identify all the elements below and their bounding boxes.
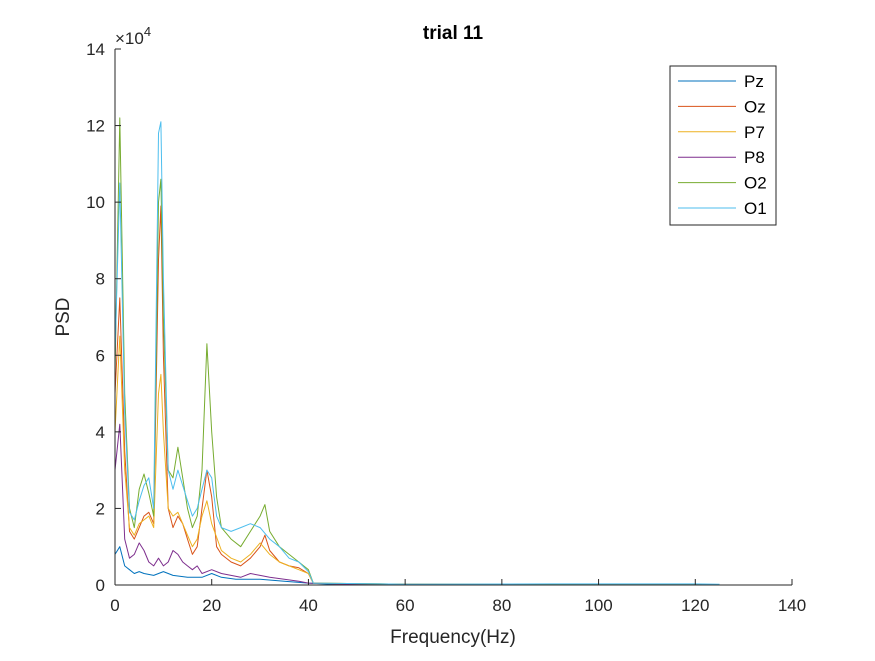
x-tick-label: 120: [681, 596, 709, 615]
chart-title: trial 11: [423, 23, 484, 44]
legend-items: Pz Oz P7 P8 O2 O1: [678, 72, 767, 218]
y-tick-label: 10: [86, 193, 105, 212]
y-tick-label: 4: [96, 423, 105, 442]
series-layer: [114, 117, 720, 586]
legend-label-o1: O1: [744, 199, 767, 218]
y-tick-label: 14: [86, 40, 105, 59]
x-tick-label: 40: [299, 596, 318, 615]
y-tick-label: 8: [96, 270, 105, 289]
legend-label-p8: P8: [744, 148, 765, 167]
x-ticks: 0 20 40 60 80 100 120 140: [110, 579, 806, 615]
x-tick-label: 20: [202, 596, 221, 615]
x-tick-label: 100: [584, 596, 612, 615]
y-multiplier-label: ×104: [115, 24, 151, 48]
x-axis-label: Frequency(Hz): [390, 627, 516, 648]
legend: Pz Oz P7 P8 O2 O1: [669, 65, 777, 226]
y-tick-label: 2: [96, 499, 105, 518]
y-ticks: 0 2 4 6 8 10 12 14: [86, 40, 121, 595]
legend-label-oz: Oz: [744, 97, 766, 116]
y-tick-label: 0: [96, 576, 105, 595]
x-tick-label: 0: [110, 596, 119, 615]
legend-label-pz: Pz: [744, 72, 764, 91]
legend-label-o2: O2: [744, 174, 767, 193]
series-line-p7: [114, 335, 720, 586]
series-line-p8: [114, 423, 720, 586]
y-tick-label: 12: [86, 117, 105, 136]
x-tick-label: 140: [778, 596, 806, 615]
legend-label-p7: P7: [744, 123, 765, 142]
series-line-o2: [114, 117, 720, 586]
y-axis-label: PSD: [53, 297, 74, 336]
series-line-o1: [114, 121, 720, 585]
x-tick-label: 60: [396, 596, 415, 615]
axis-layer: [114, 49, 792, 586]
y-tick-label: 6: [96, 346, 105, 365]
x-tick-label: 80: [492, 596, 511, 615]
legend-box: [669, 65, 777, 226]
y-multiplier-exponent: 4: [144, 24, 151, 39]
y-multiplier-base: ×10: [115, 29, 144, 48]
series-line-oz: [114, 205, 720, 586]
